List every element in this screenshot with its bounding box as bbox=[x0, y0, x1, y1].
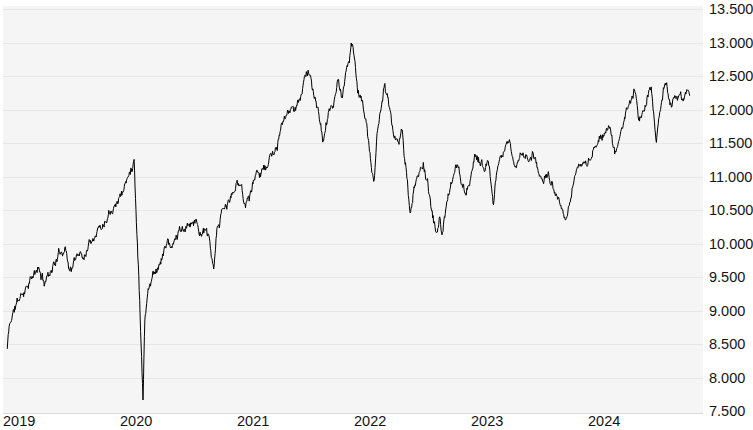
y-axis-tick-label: 7.500 bbox=[709, 403, 745, 419]
y-axis-tick-label: 9.000 bbox=[709, 303, 745, 319]
y-axis-tick-label: 8.000 bbox=[709, 370, 745, 386]
y-axis-tick-label: 13.000 bbox=[709, 35, 753, 51]
x-axis-tick-label: 2024 bbox=[588, 413, 620, 429]
price-chart-canvas[interactable]: 13.500 13.000 12.500 12.000 11.500 11.000 10.5… bbox=[0, 0, 753, 430]
y-axis-tick-label: 11.000 bbox=[709, 169, 752, 185]
y-axis-labels: 13.500 13.000 12.500 12.000 11.500 11.000 10.5… bbox=[709, 1, 753, 419]
chart-panel: 13.500 13.000 12.500 12.000 11.500 11.000 10.5… bbox=[0, 0, 753, 430]
plot-background bbox=[3, 6, 703, 413]
x-axis-labels: 2019 2020 2021 2022 2023 2024 bbox=[3, 413, 620, 429]
x-axis-tick-label: 2022 bbox=[354, 413, 386, 429]
y-axis-tick-label: 8.500 bbox=[709, 336, 745, 352]
y-axis-tick-label: 10.500 bbox=[709, 202, 753, 218]
y-axis-tick-label: 10.000 bbox=[709, 236, 753, 252]
y-axis-tick-label: 13.500 bbox=[709, 1, 753, 17]
y-axis-tick-label: 9.500 bbox=[709, 269, 745, 285]
y-axis-tick-label: 11.500 bbox=[709, 135, 752, 151]
y-axis-tick-label: 12.500 bbox=[709, 68, 753, 84]
x-axis-tick-label: 2020 bbox=[120, 413, 152, 429]
x-axis-tick-label: 2021 bbox=[237, 413, 269, 429]
x-axis-tick-label: 2023 bbox=[471, 413, 503, 429]
x-axis-tick-label: 2019 bbox=[3, 413, 35, 429]
y-axis-tick-label: 12.000 bbox=[709, 102, 753, 118]
